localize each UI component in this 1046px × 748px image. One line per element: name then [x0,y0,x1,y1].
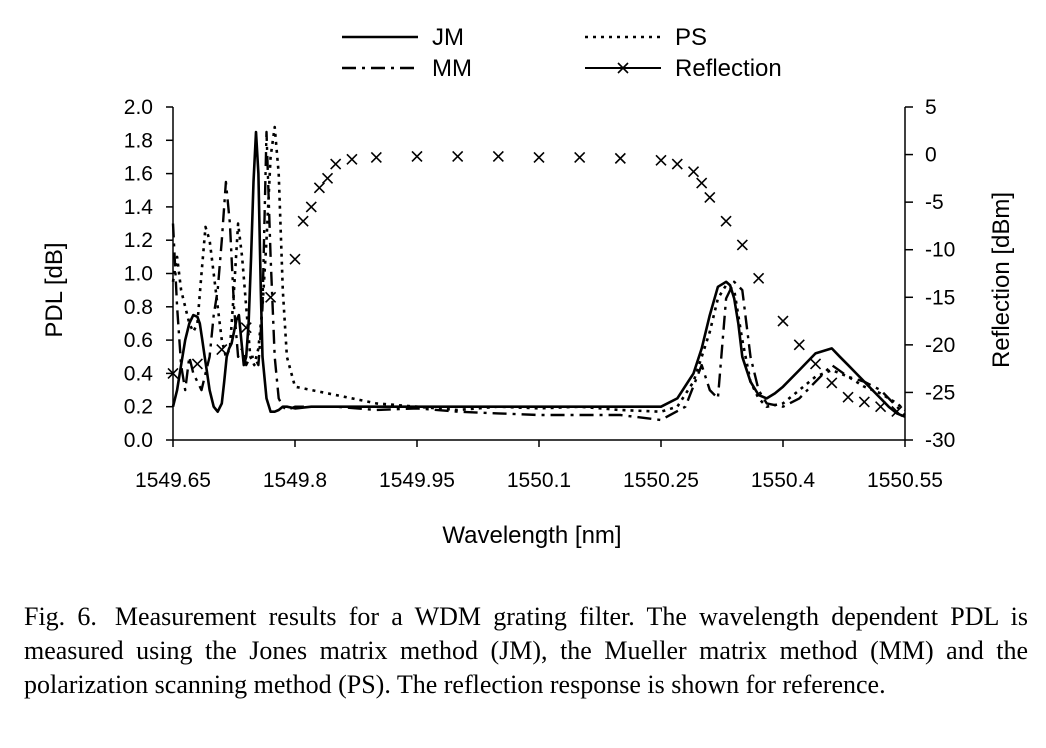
reflection-marker [777,315,789,327]
y-tick-label: 0.6 [124,329,153,352]
x-tick-label: 1550.55 [867,469,943,492]
reflection-marker [671,158,683,170]
legend-marker [617,62,629,74]
pdl-chart: 0.0 0.2 0.4 0.6 0.8 1.0 1.2 1.4 1.6 1.8 2.0 5 0 -5 -10… [41,24,1015,549]
y-tick-label: 1.4 [124,196,154,219]
reflection-marker [793,339,805,351]
reflection-marker [411,150,423,163]
y2-tick-label: 0 [925,144,937,167]
y-tick-label: 2.0 [124,96,153,119]
legend-label: JM [432,24,464,51]
y2-tick-label: -20 [925,334,955,357]
reflection-marker [858,396,870,408]
series-line-ps [171,125,906,414]
reflection-marker [313,182,325,194]
reflection-marker [875,401,887,413]
x-tick-label: 1550.1 [507,469,571,492]
figure-caption: Fig. 6. Measurement results for a WDM gra… [24,600,1028,702]
reflection-marker [265,291,277,303]
x-tick-label: 1549.95 [379,469,455,492]
reflection-marker [240,322,252,334]
y-tick-label: 0.8 [124,296,153,319]
reflection-marker [696,177,708,189]
reflection-marker [842,391,854,403]
y-tick-label: 1.0 [124,263,153,286]
y-tick-label: 0.0 [124,429,153,452]
y2-tick-label: 5 [925,96,937,119]
y-tick-label: 0.4 [124,362,154,385]
legend-item-ps: PS [585,24,707,51]
legend-item-mm: MM [342,55,472,82]
legend-label: PS [675,24,707,51]
reflection-marker [655,154,667,166]
y2-tick-label: -15 [925,286,955,309]
y-axis-title: PDL [dB] [41,242,68,337]
y2-tick-label: -30 [925,429,955,452]
reflection-marker [704,191,716,203]
reflection-marker [297,215,309,227]
reflection-marker [753,272,765,284]
y-tick-label: 1.6 [124,163,153,186]
y2-tick-label: -10 [925,239,955,262]
series-jm [171,130,906,418]
reflection-marker [809,358,822,370]
y-tick-label: 1.2 [124,229,153,252]
reflection-marker [826,377,838,389]
series-line-jm [171,130,906,418]
series-ps [171,125,906,414]
y2-tick-label: -25 [925,381,955,404]
reflection-marker [452,150,464,163]
legend: JM PS MM Reflection [342,24,782,82]
x-tick-label: 1550.25 [623,469,699,492]
reflection-marker [533,151,545,163]
reflection-marker [167,367,179,379]
legend-item-reflection: Reflection [585,55,782,82]
series-mm [171,130,906,422]
x-tick-label: 1549.8 [263,469,327,492]
caption-number: Fig. 6. [24,602,97,631]
reflection-marker [736,239,748,251]
reflection-marker [574,151,586,163]
legend-label: Reflection [675,55,782,82]
series [167,125,906,422]
reflection-marker [289,253,301,265]
caption-text: Measurement results for a WDM grating fi… [24,602,1029,699]
reflection-marker [614,152,626,164]
reflection-marker [891,405,903,418]
reflection-marker [321,172,334,184]
series-reflection [167,150,903,418]
legend-item-jm: JM [342,24,464,51]
ticks: 0.0 0.2 0.4 0.6 0.8 1.0 1.2 1.4 1.6 1.8 2.0 5 0 -5 -10… [124,96,956,492]
x-tick-label: 1550.4 [751,469,816,492]
y2-axis-title: Reflection [dBm] [988,192,1015,368]
legend-label: MM [432,55,472,82]
reflection-marker [720,215,732,227]
reflection-marker [216,344,228,356]
reflection-marker [305,201,317,213]
reflection-marker [330,158,342,170]
reflection-marker [687,166,700,178]
y-tick-label: 1.8 [124,129,153,152]
reflection-marker [346,153,358,165]
y-tick-label: 0.2 [124,396,153,419]
x-axis-title: Wavelength [nm] [442,522,621,549]
reflection-marker [492,150,504,163]
reflection-marker [370,151,382,163]
y2-tick-label: -5 [925,191,944,214]
series-line-mm [171,130,906,422]
reflection-marker [191,358,203,370]
x-tick-label: 1549.65 [135,469,211,492]
